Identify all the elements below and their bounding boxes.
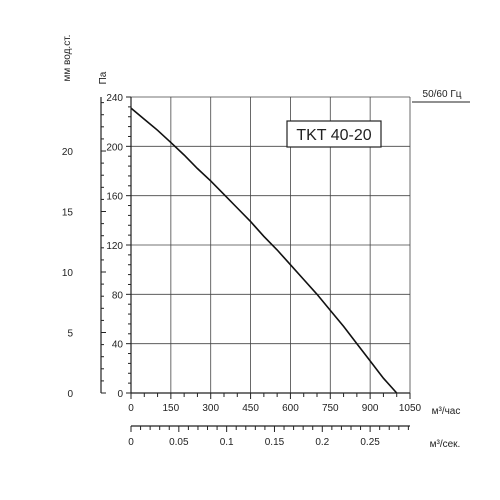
performance-curve — [130, 107, 398, 394]
curve-layer — [130, 107, 398, 394]
x-tick-label-sec: 0.2 — [315, 437, 329, 448]
frequency-label: 50/60 Гц — [423, 89, 462, 100]
y-tick-label-mm: 10 — [62, 268, 74, 279]
x-axis-hour-label: м³/час — [432, 406, 461, 417]
x-tick-label-hour: 300 — [202, 403, 219, 414]
title-box — [286, 120, 382, 148]
x-tick-label-hour: 0 — [128, 403, 134, 414]
y-axis-pa-label: Па — [98, 71, 109, 84]
y-tick-label-mm: 15 — [62, 208, 74, 219]
x-tick-label-sec: 0.1 — [220, 437, 234, 448]
y-tick-label-mm: 20 — [62, 147, 74, 158]
x-tick-label-hour: 1050 — [399, 403, 422, 414]
x-tick-label-hour: 450 — [242, 403, 259, 414]
y-tick-label-pa: 80 — [112, 290, 124, 301]
x-tick-label-sec: 0.05 — [169, 437, 189, 448]
y-tick-label-pa: 0 — [117, 389, 123, 400]
x-axis-sec-label: м³/сек. — [430, 439, 461, 450]
y-tick-label-mm: 5 — [67, 329, 73, 340]
y-tick-label-pa: 240 — [106, 93, 123, 104]
x-tick-label-hour: 750 — [322, 403, 339, 414]
x-tick-label-hour: 150 — [163, 403, 180, 414]
x-tick-label-hour: 600 — [282, 403, 299, 414]
y-tick-label-pa: 200 — [106, 142, 123, 153]
y-tick-label-mm: 0 — [67, 389, 73, 400]
y-axis-mm-label: мм вод.ст. — [62, 35, 73, 82]
x-tick-label-sec: 0.15 — [265, 437, 285, 448]
chart-title: TKT 40-20 — [296, 127, 371, 144]
x-tick-label-sec: 0 — [128, 437, 134, 448]
y-tick-label-pa: 40 — [112, 340, 124, 351]
y-tick-label-pa: 160 — [106, 192, 123, 203]
x-tick-label-sec: 0.25 — [360, 437, 380, 448]
y-tick-label-pa: 120 — [106, 241, 123, 252]
x-tick-label-hour: 900 — [362, 403, 379, 414]
